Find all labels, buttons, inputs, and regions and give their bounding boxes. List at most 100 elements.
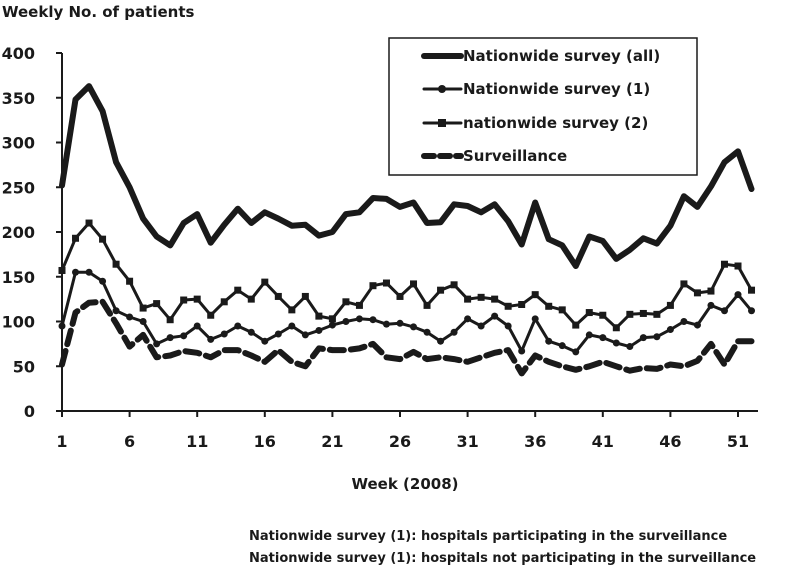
x-tick-label: 1 [56,432,67,451]
legend-label: Nationwide survey (all) [463,47,660,65]
data-point [639,334,647,342]
data-point [558,306,566,314]
data-point [680,318,688,325]
y-tick-label: 200 [2,223,35,242]
data-point [126,277,134,285]
data-point [491,312,499,320]
data-point [112,260,120,268]
data-point [72,268,80,276]
data-point [207,335,215,343]
legend-item: Nationwide survey (all) [421,47,660,65]
series-line [59,83,755,269]
y-tick-label: 300 [2,134,35,153]
data-point [72,234,80,242]
data-point [558,342,566,350]
data-point [58,322,66,330]
data-point [99,277,107,285]
data-point [126,313,134,321]
data-point [450,328,458,336]
data-point [545,302,553,310]
data-point [234,322,242,330]
data-point [626,343,634,351]
data-point [599,311,607,319]
x-tick-label: 41 [592,432,614,451]
data-point [734,262,742,270]
legend-item: Surveillance [421,147,567,165]
data-point [261,278,269,286]
series-nationwide-survey-all [59,83,755,269]
data-point [247,328,255,336]
data-point [207,311,215,319]
legend-marker [438,119,446,127]
data-point [531,315,539,323]
data-point [139,304,147,312]
legend-item: Nationwide survey (1) [422,80,650,98]
data-point [612,324,620,332]
x-tick-label: 6 [124,432,135,451]
data-point [410,323,418,331]
data-point [180,296,188,304]
data-point [166,334,174,342]
data-point [639,309,647,317]
x-tick-label: 36 [524,432,546,451]
data-point [396,319,404,327]
data-point [85,268,93,276]
data-point [504,302,512,310]
data-point [355,301,363,309]
data-point [423,301,431,309]
legend-item: nationwide survey (2) [422,114,648,132]
x-tick-label: 31 [456,432,478,451]
data-point [153,300,161,308]
data-point [572,321,580,329]
series-line [60,270,753,354]
data-point [193,295,201,303]
data-point [626,310,634,318]
data-point [328,321,336,329]
data-point [301,331,309,339]
data-point [85,219,93,227]
y-tick-label: 50 [13,357,35,376]
y-axis-label: Weekly No. of patients [2,3,195,21]
series-nationwide-survey-2 [58,219,756,332]
data-point [491,295,499,303]
data-point [112,307,120,315]
data-point [220,298,228,306]
data-point [653,310,661,318]
data-point [139,318,147,325]
y-tick-label: 400 [2,44,35,63]
data-point [450,281,458,289]
data-point [518,300,526,308]
legend: Nationwide survey (all) Nationwide survey… [388,37,698,176]
data-point [342,298,350,306]
data-point [748,307,756,315]
data-point [612,339,620,347]
data-point [180,332,188,340]
data-point [382,320,390,328]
data-point [464,315,472,323]
data-point [477,322,485,330]
data-point [423,328,431,336]
legend-marker [438,85,446,93]
data-point [355,315,363,323]
data-point [707,301,715,309]
y-tick-label: 100 [2,313,35,332]
data-point [572,348,580,356]
data-point [382,279,390,287]
data-point [247,295,255,303]
legend-box [388,37,698,176]
data-point [234,286,242,294]
data-point [342,318,350,325]
y-tick-label: 250 [2,178,35,197]
data-point [531,291,539,299]
data-point [274,330,282,338]
data-point [301,292,309,300]
footnote-2: Nationwide survey (1): hospitals not par… [249,551,757,566]
data-point [220,330,228,338]
data-point [274,292,282,300]
data-point [288,322,296,330]
data-point [707,287,715,295]
data-point [666,301,674,309]
data-point [599,334,607,342]
data-point [315,312,323,320]
data-point [720,307,728,315]
